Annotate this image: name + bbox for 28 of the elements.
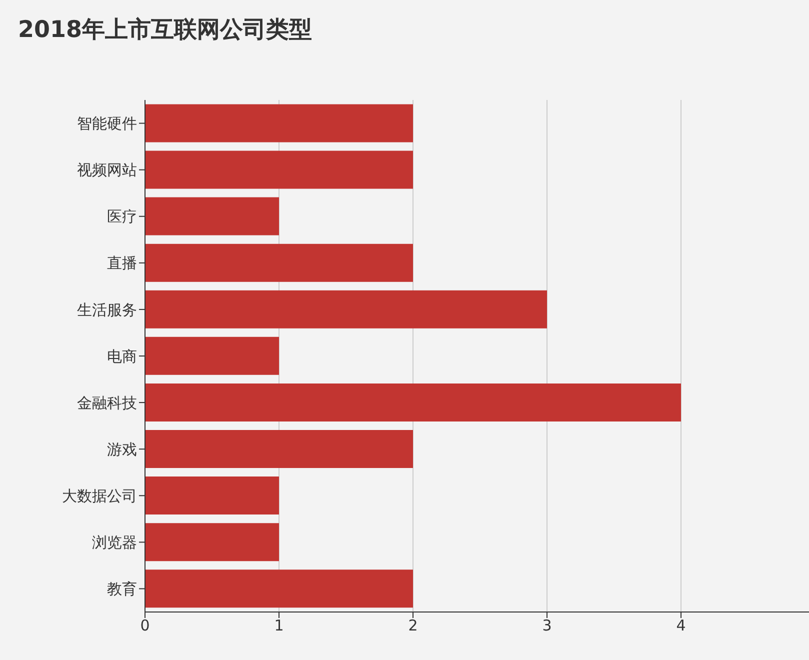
bar xyxy=(145,290,547,328)
x-tick-label: 3 xyxy=(542,616,552,635)
y-tick-label: 游戏 xyxy=(107,440,137,458)
x-tick-label: 2 xyxy=(408,616,418,635)
bar xyxy=(145,430,413,468)
bar xyxy=(145,197,279,236)
bar xyxy=(145,336,279,375)
y-tick-label: 浏览器 xyxy=(92,534,137,552)
y-tick-label: 智能硬件 xyxy=(77,114,137,133)
bar xyxy=(145,104,413,142)
y-tick-label: 生活服务 xyxy=(77,300,137,319)
chart-title: 2018年上市互联网公司类型 xyxy=(18,16,312,45)
bar xyxy=(145,570,413,608)
bar xyxy=(145,150,413,189)
bar xyxy=(145,476,279,515)
y-tick-label: 直播 xyxy=(107,254,137,272)
x-tick-label: 4 xyxy=(676,616,686,635)
bar xyxy=(145,244,413,282)
y-tick-label: 教育 xyxy=(107,580,137,598)
x-tick-label: 0 xyxy=(140,616,150,635)
y-tick-label: 电商 xyxy=(107,347,137,366)
bar xyxy=(145,523,279,562)
y-tick-label: 视频网站 xyxy=(77,161,137,180)
bar xyxy=(145,383,681,422)
y-tick-label: 大数据公司 xyxy=(62,486,137,505)
y-tick-label: 金融科技 xyxy=(77,394,137,412)
x-tick-label: 1 xyxy=(274,616,284,635)
y-tick-label: 医疗 xyxy=(107,208,137,226)
